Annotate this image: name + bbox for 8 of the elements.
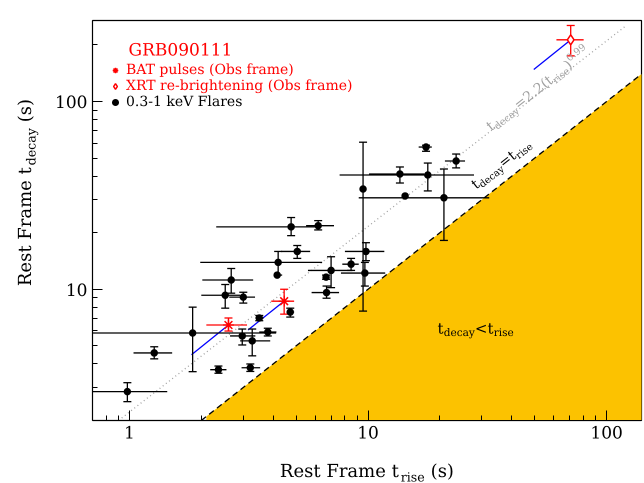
x-tick-label: 10 bbox=[357, 424, 379, 444]
y-axis-title: Rest Frame tdecay (s) bbox=[15, 98, 38, 286]
legend-label: 0.3-1 keV Flares bbox=[126, 94, 242, 110]
legend-label: XRT re-brightening (Obs frame) bbox=[126, 78, 352, 94]
legend-label: BAT pulses (Obs frame) bbox=[126, 62, 294, 78]
x-tick-label: 100 bbox=[590, 424, 623, 444]
x-tick-label: 1 bbox=[124, 424, 135, 444]
annotation: GRB090111 bbox=[128, 40, 232, 60]
